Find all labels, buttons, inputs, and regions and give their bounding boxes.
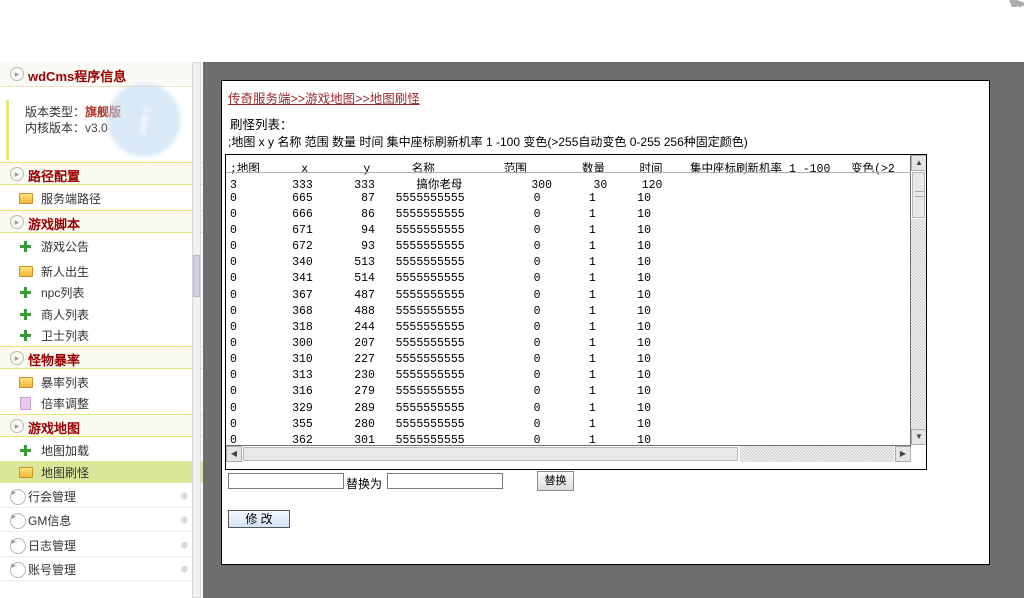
svg-text:i: i xyxy=(138,98,149,143)
